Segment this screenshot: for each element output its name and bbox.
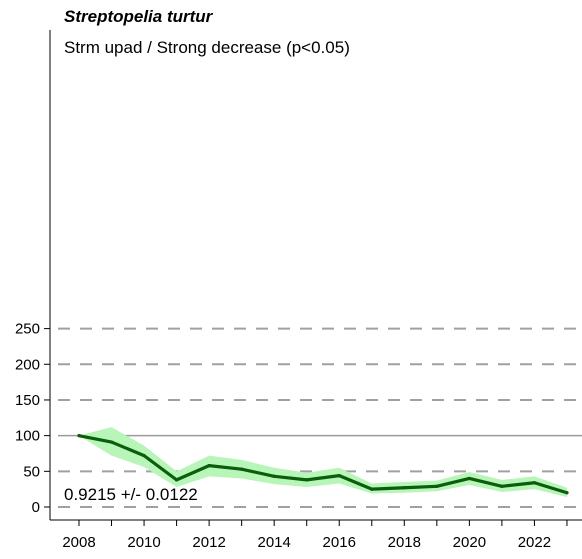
y-axis: 0 50 100 150 200 250	[15, 30, 51, 520]
data-point-2016	[337, 474, 341, 478]
y-tick-label-200: 200	[15, 356, 40, 373]
data-point-2012	[207, 464, 211, 468]
confidence-band	[79, 427, 567, 498]
series-segment-2012	[207, 464, 244, 471]
y-tick-label-150: 150	[15, 392, 40, 409]
series-segment-2011	[174, 464, 211, 482]
data-point-2011	[174, 478, 179, 482]
y-tick-label-50: 50	[23, 463, 40, 480]
series-segment-2009	[109, 440, 146, 458]
data-point-2018	[402, 486, 406, 490]
series-segment-2014	[272, 474, 309, 482]
series-segment-2008	[77, 434, 114, 444]
x-tick-label-2020: 2020	[453, 534, 486, 551]
x-tick-label-2014: 2014	[257, 534, 290, 551]
chart-subtitle: Strm upad / Strong decrease (p<0.05)	[64, 38, 350, 57]
data-point-2022	[532, 481, 537, 485]
data-point-2021	[500, 484, 504, 488]
y-tick-label-0: 0	[32, 499, 40, 516]
data-point-2017	[370, 487, 374, 491]
series-segment-2022	[532, 481, 569, 495]
series-segment-2018	[402, 484, 439, 490]
x-tick-label-2008: 2008	[62, 534, 95, 551]
series-line-group	[77, 434, 569, 495]
series-segment-2020	[467, 476, 504, 488]
data-point-2010	[142, 454, 146, 458]
series-segment-2019	[435, 476, 471, 488]
x-tick-label-2018: 2018	[388, 534, 421, 551]
x-tick-label-2012: 2012	[192, 534, 225, 551]
x-tick-label-2016: 2016	[323, 534, 356, 551]
data-point-2014	[272, 474, 276, 478]
series-segment-2013	[240, 467, 276, 478]
series-segment-2010	[142, 454, 179, 482]
series-segment-2016	[337, 474, 374, 491]
data-point-2015	[305, 478, 309, 482]
data-point-2013	[240, 467, 244, 471]
x-tick-label-2010: 2010	[127, 534, 160, 551]
data-point-2009	[109, 440, 114, 444]
x-axis: 2008 2010 2012 2014 2016 2018 2020 2022	[50, 519, 582, 551]
data-point-2023	[565, 491, 569, 495]
y-tick-label-250: 250	[15, 321, 40, 338]
data-point-2008	[77, 434, 81, 438]
chart-title: Streptopelia turtur	[64, 7, 214, 26]
series-segment-2017	[370, 486, 406, 491]
growth-rate-annotation: 0.9215 +/- 0.0122	[64, 485, 198, 504]
x-tick-label-2022: 2022	[518, 534, 551, 551]
y-tick-label-100: 100	[15, 428, 40, 445]
series-segment-2015	[305, 474, 341, 482]
data-point-2020	[467, 476, 471, 481]
data-point-2019	[435, 484, 439, 488]
series-segment-2021	[500, 481, 537, 488]
